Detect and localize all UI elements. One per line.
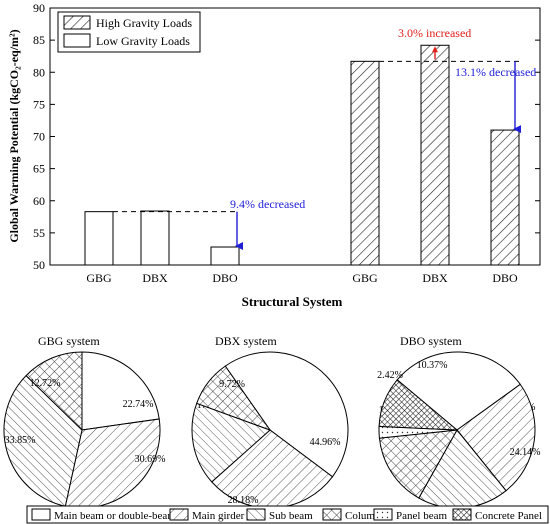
annotation-high-increase: 3.0% increased <box>398 26 471 40</box>
x-tick-label: GBG <box>352 271 378 285</box>
legend-swatch-low <box>63 33 91 48</box>
pie-slice-label: 33.85% <box>5 435 36 446</box>
pie-slice <box>25 351 83 432</box>
pie-slice <box>378 379 459 431</box>
x-tick-label: DBO <box>492 271 518 285</box>
pie-slice-label: 9.72% <box>219 379 245 390</box>
pie-legend-swatch <box>452 508 472 521</box>
pie-legend-swatch <box>31 508 51 521</box>
pie-title: GBG system <box>38 334 100 348</box>
pie-legend-swatch <box>373 508 393 521</box>
x-tick-label: DBX <box>142 271 168 285</box>
x-tick-label: DBO <box>212 271 238 285</box>
bar-high-dbx <box>420 44 450 266</box>
bar-high-gbg <box>350 60 380 266</box>
x-axis: GBG DBX DBO GBG DBX DBO <box>86 260 518 285</box>
pie-gbg: GBG system 22.74% 30.69% 33.85% 12.72% <box>3 334 166 509</box>
pie-legend-label: Main beam or double-beam <box>54 510 176 522</box>
x-tick-label: GBG <box>86 271 112 285</box>
pie-slice-label: 2.42% <box>377 370 403 381</box>
bar-high-dbo <box>490 129 520 266</box>
pie-legend-box <box>26 505 549 524</box>
bar-chart: 50 55 60 65 70 75 80 85 90 Global Warming Potent… <box>7 1 541 309</box>
pie-slice <box>378 429 458 499</box>
bar-low-dbo <box>210 246 240 266</box>
pie-legend-label: Concrete Panel <box>475 510 542 522</box>
pie-legend-label: Panel beam <box>396 510 447 522</box>
pie-dbo: DBO system28.94%24.14%18.95%15.18%2.42%1… <box>377 334 541 509</box>
legend-label-high: High Gravity Loads <box>96 16 192 30</box>
y-tick-label: 90 <box>33 1 45 15</box>
pie-slice-label: 22.74% <box>123 399 154 410</box>
pie-slice-label: 12.72% <box>30 378 61 389</box>
pie-slice <box>196 365 272 432</box>
annotation-high-decrease: 13.1% decreased <box>455 65 536 79</box>
pie-slice <box>224 351 349 478</box>
pie-legend-swatch <box>322 508 342 521</box>
pie-slice <box>456 383 536 492</box>
y-tick-label: 85 <box>33 33 45 47</box>
pie-charts: GBG system 22.74% 30.69% 33.85% 12.72% DBX sy… <box>3 334 541 509</box>
pie-legend-label: Main girder <box>192 510 245 522</box>
pie-legend: Main beam or double-beam Main girder Sub b… <box>26 505 549 524</box>
annotation-low-decrease: 9.4% decreased <box>230 197 305 211</box>
legend-swatch-high <box>63 15 91 30</box>
y-axis: 50 55 60 65 70 75 80 85 90 <box>33 1 540 272</box>
bar-series <box>84 44 520 266</box>
y-tick-label: 55 <box>33 226 45 240</box>
bar-low-dbx <box>140 210 170 266</box>
bar-low-gbg <box>84 211 114 266</box>
pie-slice-label: 28.18% <box>228 495 259 506</box>
pie-title: DBO system <box>400 334 462 348</box>
y-tick-label: 60 <box>33 194 45 208</box>
pie-title: DBX system <box>215 334 277 348</box>
legend-label-low: Low Gravity Loads <box>96 34 190 48</box>
y-tick-label: 50 <box>33 258 45 272</box>
pie-legend-swatch <box>169 508 189 521</box>
pie-slice-label: 44.96% <box>310 437 341 448</box>
pie-slice <box>3 374 83 507</box>
y-tick-label: 70 <box>33 130 45 144</box>
pie-slice-label: 24.14% <box>510 447 541 458</box>
y-tick-label: 80 <box>33 65 45 79</box>
x-axis-label: Structural System <box>242 294 343 309</box>
pie-legend-label: Sub beam <box>269 510 313 522</box>
pie-slice-label: 10.37% <box>417 360 448 371</box>
pie-slice <box>81 351 160 431</box>
bar-annotations: 9.4% decreased 3.0% increased 13.1% decrea… <box>113 26 536 251</box>
y-axis-label: Global Warming Potential (kgCO₂-eq/m²) <box>7 29 21 242</box>
pie-legend-swatch <box>246 508 266 521</box>
increase-arrowhead <box>432 46 438 53</box>
pie-slice-label: 30.69% <box>135 454 166 465</box>
bar-legend: High Gravity Loads Low Gravity Loads <box>57 11 201 53</box>
y-tick-label: 75 <box>33 97 45 111</box>
pie-slice <box>396 351 521 431</box>
pie-legend-label: Column <box>345 510 381 522</box>
y-tick-label: 65 <box>33 162 45 176</box>
x-tick-label: DBX <box>422 271 448 285</box>
